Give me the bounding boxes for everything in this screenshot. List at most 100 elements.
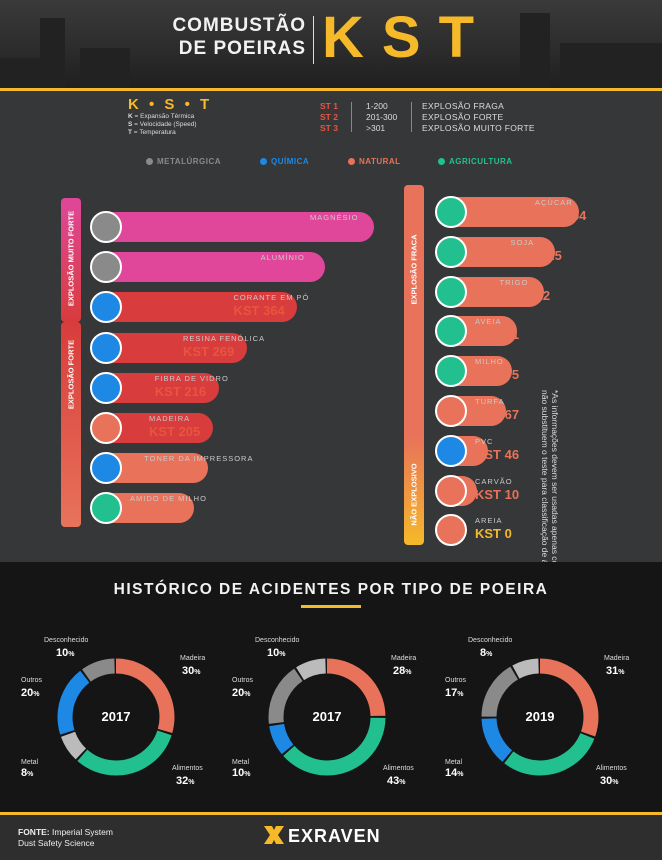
source-credit: FONTE: Imperial System Dust Safety Scien…: [18, 827, 113, 848]
st-row: ST 1 1-200 EXPLOSÃO FRAGA: [320, 101, 580, 112]
bar-row-aveia: AVEIA KST 81: [435, 315, 543, 348]
donut-percent-alimentos: 32%: [176, 775, 195, 787]
bar-label: AREIA: [475, 516, 503, 526]
donut-percent-metal: 10%: [232, 767, 251, 779]
donut-percent-metal: 14%: [445, 767, 464, 779]
title-small: COMBUSTÃO DE POEIRAS: [158, 14, 306, 60]
bar-label: TRIGO: [499, 277, 529, 287]
donut-percent-madeira: 31%: [606, 665, 625, 677]
st-range: 1-200: [366, 101, 388, 111]
wood-icon: [90, 412, 122, 444]
bar-label: FIBRA DE VIDRO: [154, 373, 229, 383]
sugar-cubes-icon: [435, 196, 467, 228]
bar-row-acucar: AÇÚCAR KST 154: [435, 196, 605, 228]
brand-name: EXRAVEN: [288, 826, 381, 846]
donut-label-outros: Outros: [445, 677, 467, 684]
bar-label: TURFA: [475, 397, 505, 406]
corn-icon: [435, 355, 467, 388]
magnesium-icon: [90, 211, 122, 243]
dye-powder-icon: [90, 291, 122, 324]
legend-dot: [146, 158, 153, 165]
history-section: [0, 562, 662, 812]
donut-year-label: 2017: [312, 709, 342, 724]
donut-label-alimentos: Alimentos: [596, 765, 627, 772]
label-very-strong: EXPLOSÃO MUITO FORTE: [66, 210, 76, 307]
bar-value: KST 269: [182, 343, 235, 359]
bar-row-carvao: CARVÃO KST 10: [435, 474, 519, 507]
label-strong: EXPLOSÃO FORTE: [66, 339, 76, 410]
fiberglass-boat-icon: [90, 371, 122, 404]
legend-metalurgica: METALÚRGICA: [146, 157, 221, 166]
donut-percent-madeira: 28%: [393, 665, 412, 677]
donut-percent-alimentos: 43%: [387, 775, 406, 787]
bar-row-fibra-de-vidro: FIBRA DE VIDRO KST 216: [90, 371, 228, 404]
bar-label: AMIDO DE MILHO: [130, 494, 207, 504]
bar-row-resina-fenolica: RESINA FENÓLICA KST 269: [90, 331, 264, 364]
bar-value: KST 154: [535, 208, 587, 223]
donut-label-metal: Metal: [232, 759, 250, 766]
label-not-explosive: NÃO EXPLOSIVO: [409, 463, 419, 526]
bar-value: KST 0: [475, 526, 512, 542]
st-separator: [351, 102, 352, 132]
bar-row-amido-de-milho: AMIDO DE MILHO KST 163: [90, 492, 206, 525]
bar-value: KST 364: [233, 303, 285, 319]
bar-label: ALUMÍNIO: [260, 253, 305, 263]
donut-label-metal: Metal: [445, 759, 463, 766]
aluminum-can-icon: [90, 251, 122, 284]
st-class: ST 1: [320, 101, 338, 111]
bar-fibra-de-vidro: [104, 372, 219, 403]
bar-value: KST 196: [144, 464, 196, 480]
header-banner: COMBUSTÃO DE POEIRAS KST: [0, 0, 662, 88]
oat-icon: [435, 315, 467, 348]
side-bar-very-strong: [61, 198, 81, 322]
donut-year-label: 2019: [525, 709, 555, 724]
title-divider: [313, 16, 314, 64]
bar-label: AÇÚCAR: [535, 198, 573, 207]
st-separator: [411, 102, 412, 132]
donut-label-outros: Outros: [21, 677, 43, 684]
bar-row-milho: MILHO KST 75: [435, 355, 538, 388]
st-row: ST 3 >301 EXPLOSÃO MUITO FORTE: [320, 123, 580, 134]
kst-def-t: T = Temperatura: [128, 129, 176, 136]
legend-dot: [260, 158, 267, 165]
bar-row-turfa: TURFA KST 67: [435, 395, 532, 427]
bar-row-magnesio: MAGNÉSIO KST 508: [90, 211, 380, 243]
history-title: HISTÓRICO DE ACIDENTES POR TIPO DE POEIR…: [113, 581, 549, 598]
bar-value: KST 112: [499, 287, 551, 303]
donut-label-desconhecido: Desconhecido: [255, 637, 300, 644]
bar-label: MAGNÉSIO: [310, 213, 359, 222]
kst-def-s: S = Velocidade (Speed): [128, 121, 197, 128]
bar-row-soja: SOJA KST 125: [435, 235, 581, 268]
st-range: >301: [366, 123, 386, 133]
bar-value: KST 67: [475, 407, 520, 422]
title-line-1: COMBUSTÃO: [172, 15, 306, 36]
bar-label: SOJA: [510, 237, 535, 247]
kst-def-k: K = Expansão Térmica: [128, 113, 195, 120]
donut-percent-alimentos: 30%: [600, 775, 619, 787]
bar-label: TONER DA IMPRESSORA: [144, 454, 254, 464]
pvc-pipe-icon: [435, 434, 467, 467]
bar-row-madeira: MADEIRA KST 205: [90, 412, 219, 444]
donut-label-desconhecido: Desconhecido: [44, 637, 89, 644]
bar-magnesio: [104, 212, 374, 242]
donut-label-metal: Metal: [21, 759, 39, 766]
header-accent-line: [0, 88, 662, 91]
st-desc: EXPLOSÃO FRAGA: [422, 101, 505, 111]
bar-madeira: [104, 413, 213, 443]
bar-value: KST 10: [475, 486, 520, 502]
bar-label: CORANTE EM PÓ: [233, 293, 310, 303]
resin-icon: [90, 331, 122, 364]
peat-icon: [435, 395, 467, 427]
bar-label: PVC: [475, 436, 494, 446]
donut-percent-desconhecido: 10%: [56, 647, 75, 659]
donut-percent-outros: 20%: [21, 687, 40, 699]
label-weak: EXPLOSÃO FRACA: [409, 234, 419, 305]
donut-label-madeira: Madeira: [180, 655, 206, 662]
donut-year-label: 2017: [101, 709, 131, 724]
bar-value: KST 163: [130, 504, 182, 520]
donut-label-outros: Outros: [232, 677, 254, 684]
side-bar-strong: [61, 322, 81, 527]
coal-grill-icon: [435, 474, 467, 507]
wheat-icon: [435, 275, 467, 308]
bar-row-trigo: TRIGO KST 112: [435, 275, 570, 308]
